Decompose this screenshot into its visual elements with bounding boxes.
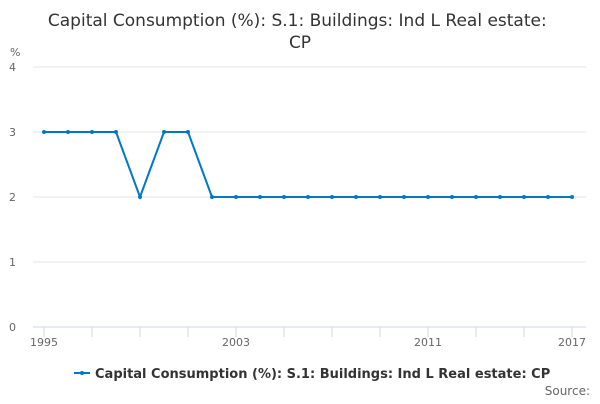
data-point <box>138 195 142 199</box>
data-point <box>186 130 190 134</box>
data-point <box>114 130 118 134</box>
data-point <box>402 195 406 199</box>
y-tick-label: 1 <box>9 256 16 269</box>
data-point <box>354 195 358 199</box>
data-point <box>210 195 214 199</box>
data-point <box>522 195 526 199</box>
data-point <box>426 195 430 199</box>
data-point <box>42 130 46 134</box>
chart-title: Capital Consumption (%): S.1: Buildings:… <box>48 11 552 53</box>
y-tick-label: 0 <box>9 321 16 334</box>
chart-title-line-1: Capital Consumption (%): S.1: Buildings:… <box>48 11 547 31</box>
y-axis-unit: % <box>10 46 20 59</box>
data-point <box>258 195 262 199</box>
legend-label: Capital Consumption (%): S.1: Buildings:… <box>95 367 550 382</box>
y-tick-label: 2 <box>9 191 16 204</box>
y-tick-label: 3 <box>9 126 16 139</box>
data-point <box>282 195 286 199</box>
data-point <box>570 195 574 199</box>
data-point <box>546 195 550 199</box>
source-label: Source: <box>545 384 590 398</box>
data-point <box>306 195 310 199</box>
data-point <box>90 130 94 134</box>
data-point <box>450 195 454 199</box>
legend[interactable]: Capital Consumption (%): S.1: Buildings:… <box>74 367 550 382</box>
x-tick-label: 1995 <box>30 336 58 349</box>
data-point <box>162 130 166 134</box>
chart-title-line-2: CP <box>289 33 311 53</box>
data-point <box>378 195 382 199</box>
data-point <box>234 195 238 199</box>
x-tick-label: 2003 <box>222 336 250 349</box>
data-point <box>498 195 502 199</box>
data-point <box>330 195 334 199</box>
series-line <box>44 131 572 200</box>
y-tick-label: 4 <box>9 61 16 74</box>
legend-marker-icon <box>80 371 84 375</box>
x-tick-label: 2017 <box>558 336 586 349</box>
data-point <box>66 130 70 134</box>
data-point <box>474 195 478 199</box>
x-tick-label: 2011 <box>414 336 442 349</box>
